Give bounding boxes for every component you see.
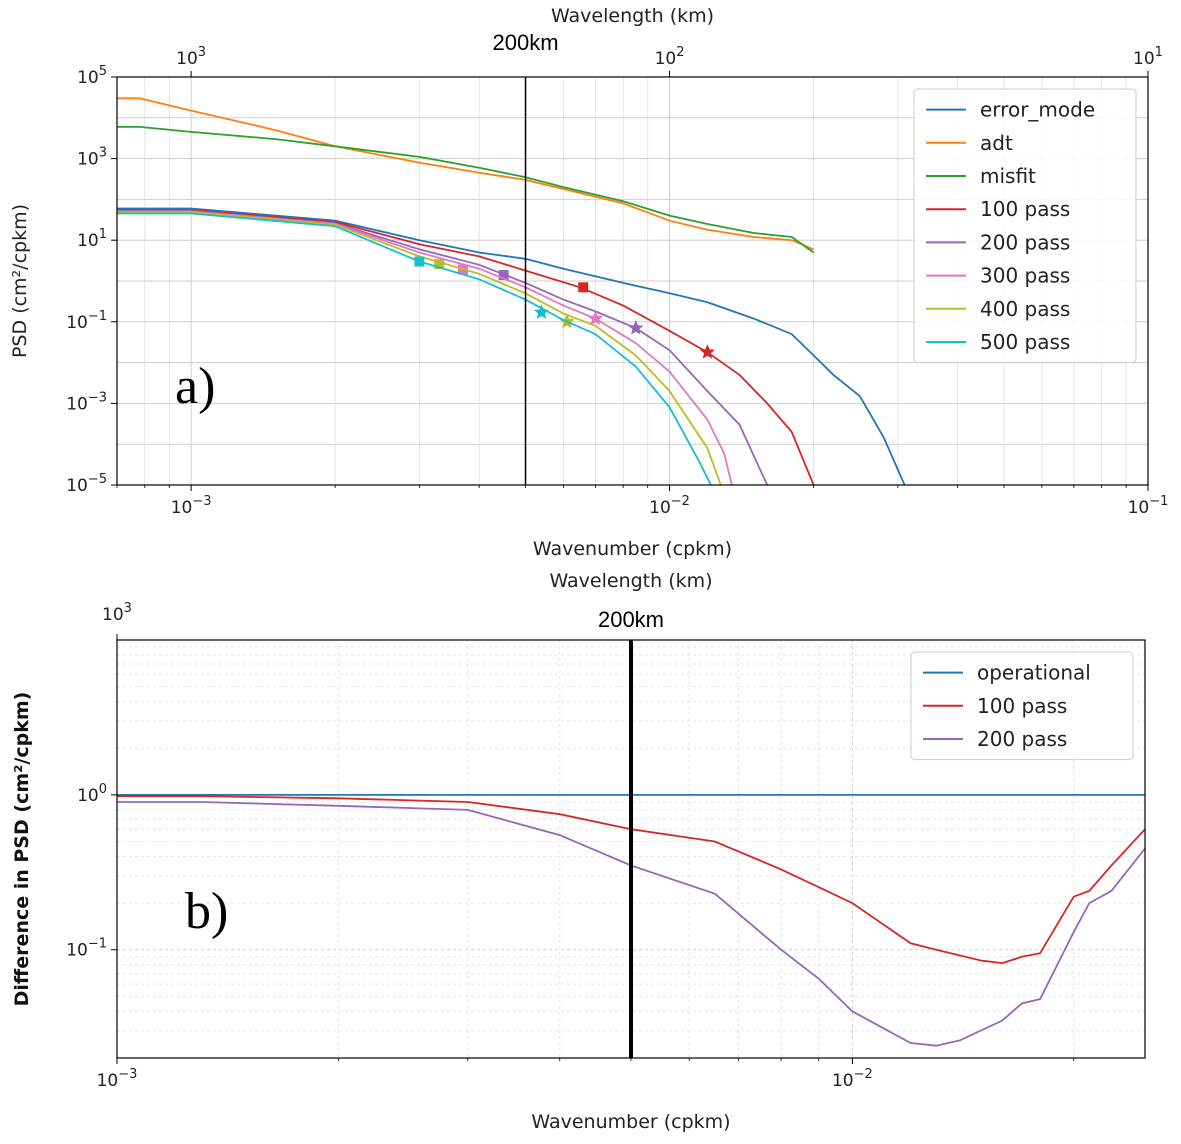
square-marker	[414, 256, 425, 267]
x-tick-label: 10−3	[97, 1067, 138, 1091]
y-tick-label: 10−1	[66, 937, 107, 961]
series-line-100-pass	[117, 209, 815, 485]
panel-b: 200km 10−3 10−2 10−1 100 103 Wavenumber (cpkm)…	[11, 570, 1146, 1133]
axis-frame	[116, 76, 1149, 486]
top-tick-label: 103	[102, 601, 132, 625]
legend-label: 200 pass	[977, 727, 1067, 751]
square-marker	[498, 270, 509, 281]
top-axis-label: Wavelength (km)	[549, 570, 712, 592]
series-line-error-mode	[117, 207, 906, 485]
legend-label: adt	[980, 131, 1013, 155]
legend-label: 300 pass	[980, 264, 1070, 288]
star-marker	[587, 310, 604, 325]
legend-label: misfit	[980, 164, 1036, 188]
x-tick-label: 10−2	[649, 494, 690, 518]
legend-label: 500 pass	[980, 330, 1070, 354]
y-tick-label: 101	[77, 227, 107, 251]
x-axis-label: Wavenumber (cpkm)	[533, 538, 732, 560]
legend-box	[913, 88, 1137, 364]
legend-label: error_mode	[980, 98, 1095, 122]
vline-label: 200km	[598, 607, 664, 632]
top-tick-label: 102	[655, 45, 685, 69]
x-tick-label: 10−2	[832, 1067, 873, 1091]
y-axis-label: Difference in PSD (cm²/cpkm)	[11, 692, 33, 1007]
star-marker	[699, 344, 715, 359]
legend-label: 100 pass	[980, 197, 1070, 221]
legend-label: 100 pass	[977, 694, 1067, 718]
top-tick-label: 101	[1133, 45, 1163, 69]
y-tick-label: 10−1	[66, 309, 107, 333]
top-tick-label: 103	[176, 45, 206, 69]
vline-label: 200km	[493, 30, 559, 55]
legend-box	[910, 651, 1134, 761]
top-axis-label: Wavelength (km)	[551, 5, 714, 27]
square-marker	[434, 259, 445, 270]
star-marker	[628, 320, 644, 335]
panel-a: 200km 10−3 10−2 10−1 10−5 10−3 10−1 101 103 105 10…	[9, 5, 1168, 560]
x-axis-label: Wavenumber (cpkm)	[531, 1111, 730, 1133]
y-tick-label: 105	[77, 64, 107, 88]
series-line-200-pass	[117, 801, 1145, 1047]
panel-annotation: a)	[175, 358, 215, 415]
y-tick-label: 10−3	[66, 390, 107, 414]
y-tick-label: 100	[77, 782, 107, 806]
panel-annotation: b)	[185, 883, 228, 940]
legend-label: 400 pass	[980, 297, 1070, 321]
star-marker	[533, 304, 550, 319]
series-line-400-pass	[117, 211, 722, 485]
legend-label: 200 pass	[980, 230, 1070, 254]
square-marker	[578, 282, 589, 293]
y-tick-label: 103	[77, 146, 107, 170]
y-axis-label: PSD (cm²/cpkm)	[9, 204, 31, 358]
legend: operational 100 pass 200 pass	[910, 651, 1134, 761]
x-tick-label: 10−3	[171, 494, 212, 518]
series-line-100-pass	[117, 795, 1145, 965]
x-tick-label: 10−1	[1128, 494, 1169, 518]
legend-label: operational	[977, 661, 1091, 685]
series-group	[117, 97, 906, 485]
y-tick-label: 10−5	[66, 472, 107, 496]
